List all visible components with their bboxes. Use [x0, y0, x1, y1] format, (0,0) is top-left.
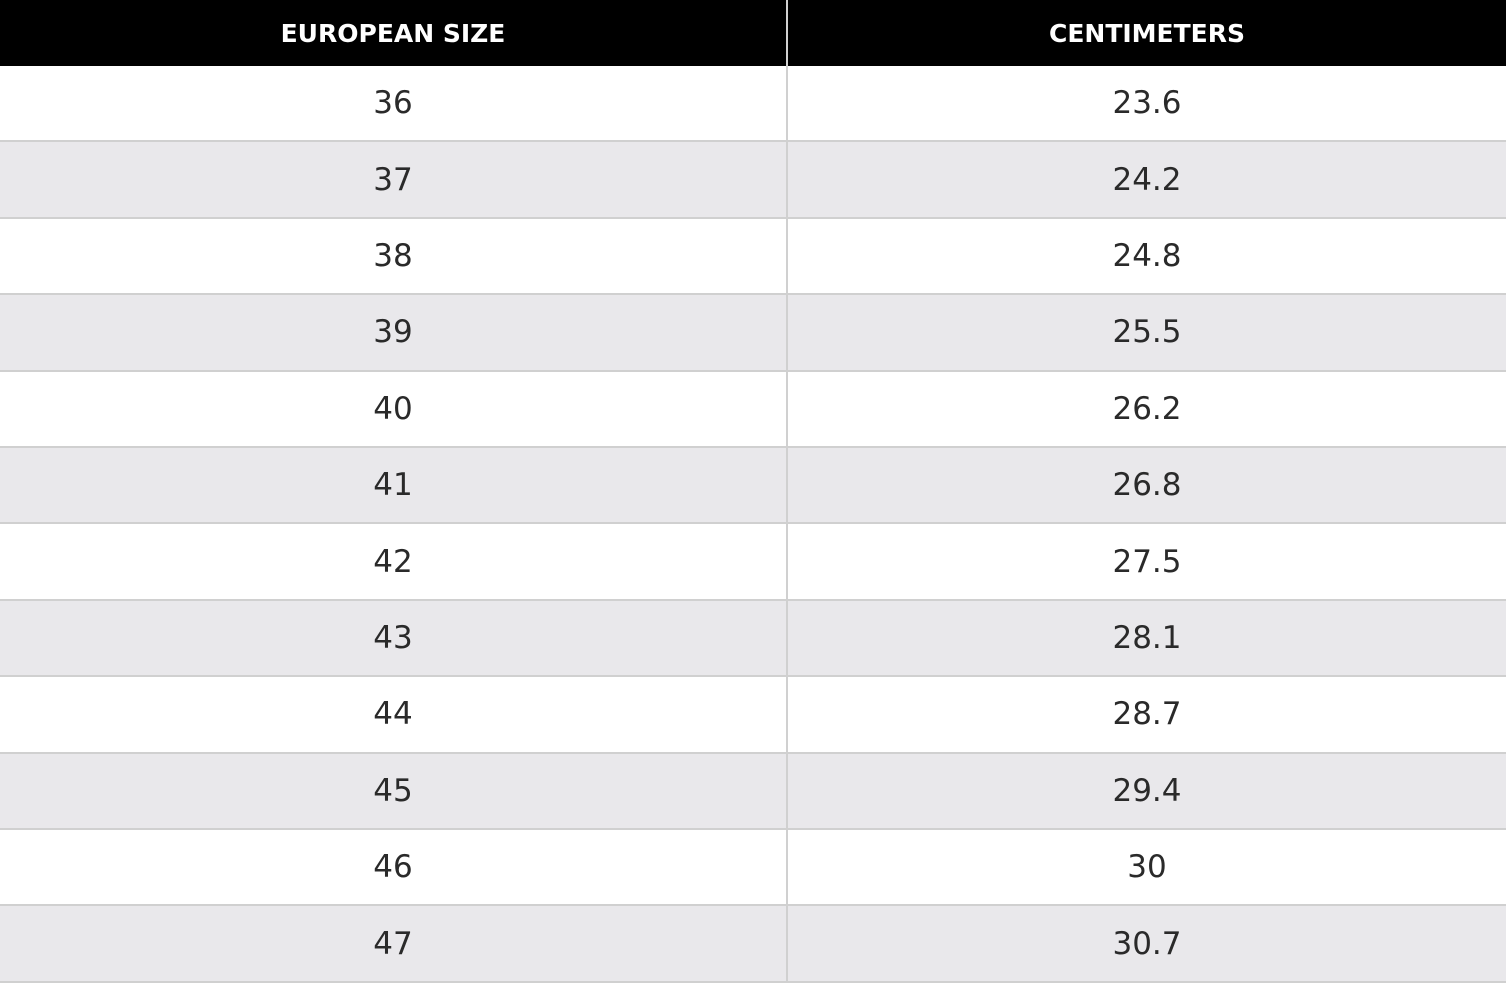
header-cell: CENTIMETERS: [788, 0, 1506, 66]
table-cell: 30: [1127, 849, 1167, 886]
header-cell: EUROPEAN SIZE: [0, 0, 788, 66]
table-cell: 37: [0, 142, 788, 217]
table-cell: 26.8: [1112, 467, 1182, 504]
table-cell: 28.1: [1112, 619, 1182, 656]
table-cell: 27.5: [1112, 543, 1182, 580]
table-cell: 23.6: [1112, 85, 1182, 122]
table-cell: 42: [0, 524, 788, 599]
table-cell: 40: [0, 371, 788, 446]
table-row: 42 27.5: [0, 524, 1506, 601]
table-row: 45 29.4: [0, 753, 1506, 830]
table-row: 47 30.7: [0, 906, 1506, 983]
table-row: 41 26.8: [0, 448, 1506, 525]
table-cell: 45: [0, 753, 788, 828]
table-cell: 43: [0, 600, 788, 676]
table-cell: 26.2: [1112, 390, 1182, 427]
table-cell: 24.8: [1112, 237, 1182, 274]
table-row: 37 24.2: [0, 142, 1506, 219]
table-row: 36 23.6: [0, 66, 1506, 143]
table-cell: 41: [0, 448, 788, 523]
table-row: 39 25.5: [0, 295, 1506, 372]
table-cell: 25.5: [1112, 314, 1182, 351]
table-row: 43 28.1: [0, 600, 1506, 678]
table-row: 44 28.7: [0, 677, 1506, 754]
table-cell: 36: [0, 66, 788, 141]
table-row: 46 30: [0, 830, 1506, 907]
table-cell: 44: [0, 677, 788, 752]
table-cell: 24.2: [1112, 161, 1182, 198]
table-cell: 38: [0, 218, 788, 294]
table-cell: 29.4: [1112, 772, 1182, 809]
table-row: 40 26.2: [0, 371, 1506, 448]
table-cell: 28.7: [1112, 696, 1182, 733]
table-cell: 39: [0, 295, 788, 370]
table-row: 38 24.8: [0, 218, 1506, 296]
table-cell: 47: [0, 906, 788, 981]
table-cell: 46: [0, 830, 788, 905]
table-cell: 30.7: [1112, 925, 1182, 962]
